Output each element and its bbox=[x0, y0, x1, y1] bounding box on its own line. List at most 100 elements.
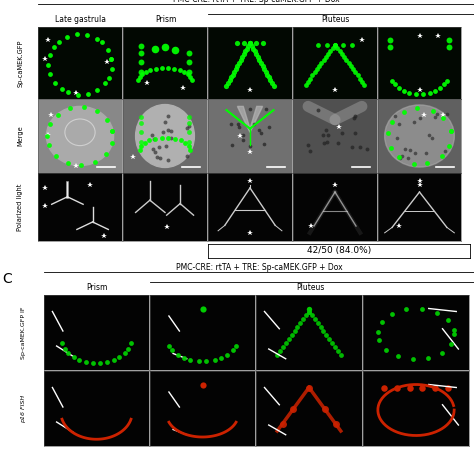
Point bbox=[320, 139, 328, 147]
Point bbox=[441, 147, 449, 155]
Point bbox=[350, 115, 358, 122]
Point bbox=[327, 47, 334, 55]
Point bbox=[180, 68, 188, 75]
Point bbox=[331, 41, 339, 49]
Text: PMC-CRE: rtTA + TRE: Sp-caMEK.GFP + Dox: PMC-CRE: rtTA + TRE: Sp-caMEK.GFP + Dox bbox=[176, 263, 342, 272]
Point bbox=[334, 347, 342, 355]
Point bbox=[98, 39, 106, 46]
Point bbox=[53, 152, 60, 160]
Point bbox=[404, 154, 412, 162]
Point bbox=[176, 66, 183, 74]
Point bbox=[429, 107, 437, 114]
Point bbox=[352, 69, 359, 76]
Point bbox=[251, 48, 258, 55]
Point bbox=[338, 50, 346, 58]
Point bbox=[413, 104, 420, 112]
Point bbox=[388, 118, 396, 126]
Point bbox=[74, 91, 82, 99]
Point bbox=[317, 324, 324, 331]
Point bbox=[305, 305, 313, 312]
Point bbox=[260, 65, 268, 73]
Point bbox=[311, 316, 319, 323]
Point bbox=[162, 143, 169, 150]
Point bbox=[354, 72, 361, 79]
Point bbox=[185, 119, 192, 127]
Text: PMC-CRE: rtTA + TRE: Sp-caMEK.GFP + Dox: PMC-CRE: rtTA + TRE: Sp-caMEK.GFP + Dox bbox=[173, 0, 339, 4]
Point bbox=[54, 111, 62, 118]
Point bbox=[331, 41, 339, 49]
Point bbox=[426, 89, 433, 97]
Point bbox=[80, 103, 88, 111]
Point bbox=[384, 129, 392, 137]
Text: 42/50 (84.0%): 42/50 (84.0%) bbox=[307, 246, 371, 255]
Point bbox=[413, 90, 420, 98]
Point bbox=[103, 358, 110, 366]
Point bbox=[433, 309, 440, 316]
Point bbox=[348, 41, 356, 49]
Point bbox=[103, 116, 111, 124]
Point bbox=[255, 127, 263, 134]
Point bbox=[294, 324, 301, 331]
Point bbox=[152, 148, 159, 155]
Point bbox=[328, 339, 336, 347]
Point bbox=[228, 73, 235, 81]
Point bbox=[304, 78, 311, 85]
Point bbox=[195, 357, 202, 365]
Point bbox=[345, 59, 352, 67]
Point bbox=[218, 354, 225, 361]
Point bbox=[73, 30, 81, 38]
Point bbox=[240, 39, 247, 46]
Circle shape bbox=[384, 105, 455, 167]
Point bbox=[93, 35, 100, 42]
Point bbox=[138, 71, 146, 78]
Point bbox=[167, 135, 174, 142]
Point bbox=[180, 354, 187, 361]
Point bbox=[425, 355, 432, 362]
Point bbox=[422, 149, 429, 156]
Point bbox=[402, 306, 410, 313]
Point bbox=[108, 55, 115, 63]
Point bbox=[151, 45, 159, 53]
Point bbox=[154, 153, 161, 161]
Point bbox=[447, 128, 455, 135]
Point bbox=[93, 86, 101, 94]
Point bbox=[185, 68, 192, 75]
Point bbox=[351, 129, 359, 137]
Point bbox=[137, 119, 145, 127]
Point bbox=[276, 347, 284, 355]
Point bbox=[445, 43, 452, 51]
Point bbox=[70, 353, 78, 361]
Point bbox=[305, 308, 313, 315]
Point bbox=[146, 137, 153, 144]
Point bbox=[227, 120, 235, 128]
Point bbox=[229, 71, 237, 78]
Point bbox=[387, 144, 395, 152]
Point bbox=[257, 129, 264, 137]
Point bbox=[137, 113, 145, 120]
Point bbox=[387, 36, 394, 44]
Point bbox=[401, 87, 408, 95]
Point bbox=[226, 76, 233, 84]
Point bbox=[410, 118, 417, 126]
Point bbox=[440, 114, 447, 121]
Point bbox=[246, 142, 254, 150]
Point bbox=[329, 44, 337, 52]
Point bbox=[356, 75, 364, 82]
Point bbox=[418, 305, 426, 312]
Point bbox=[235, 123, 243, 131]
Point bbox=[45, 142, 53, 149]
Point bbox=[239, 131, 247, 139]
Point bbox=[273, 351, 281, 359]
Point bbox=[326, 336, 333, 343]
Point bbox=[153, 65, 160, 73]
Point bbox=[44, 61, 52, 69]
Point bbox=[250, 120, 258, 128]
Point bbox=[419, 384, 426, 392]
Point bbox=[64, 159, 72, 166]
Point bbox=[177, 137, 184, 144]
Text: Late gastrula: Late gastrula bbox=[55, 16, 106, 25]
Point bbox=[450, 326, 457, 333]
Point bbox=[300, 316, 307, 323]
Point bbox=[265, 73, 273, 81]
Point bbox=[288, 331, 295, 339]
